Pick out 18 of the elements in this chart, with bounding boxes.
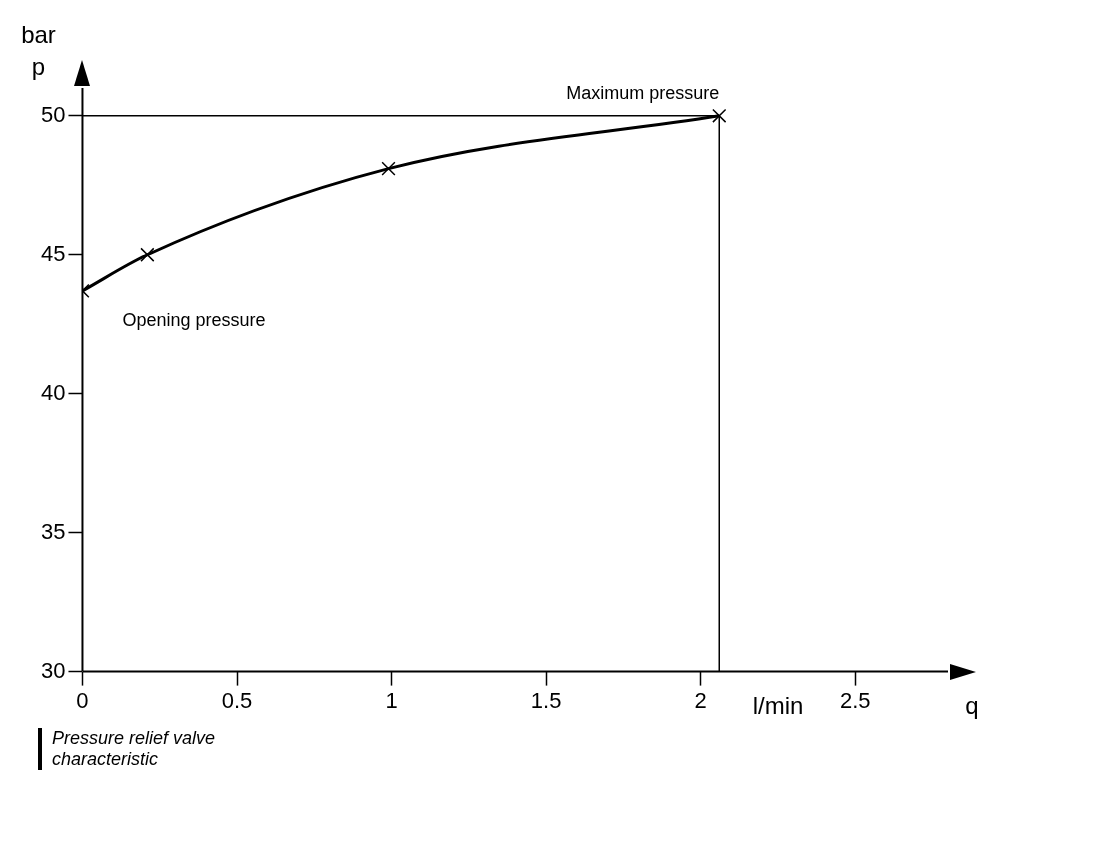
y-tick-label: 40 (40, 379, 66, 405)
text: bar (21, 20, 56, 48)
x-tick-label: 2.5 (839, 687, 871, 713)
y-tick-label: 35 (40, 518, 66, 544)
y-tick-label: 30 (40, 657, 66, 683)
y-axis-title: p (31, 52, 46, 80)
x-tick-label: 0 (76, 687, 89, 713)
x-axis-title: q (965, 692, 979, 720)
annotation: Opening pressure (122, 309, 266, 330)
annotation: Maximum pressure (566, 82, 720, 103)
text: Pressure relief valve characteristic (38, 728, 252, 770)
x-tick-label: 2 (694, 687, 707, 713)
x-tick-label: 1.5 (530, 687, 562, 713)
x-tick-label: 1 (385, 687, 398, 713)
y-tick-label: 45 (40, 240, 66, 266)
y-tick-label: 50 (40, 101, 66, 127)
x-tick-label: 0.5 (221, 687, 253, 713)
text: l/min (752, 692, 804, 720)
